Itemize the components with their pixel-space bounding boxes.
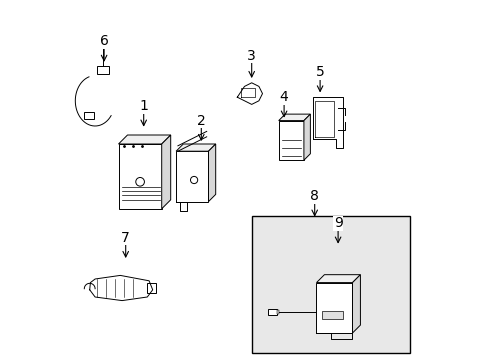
- Text: 1: 1: [139, 99, 148, 113]
- Polygon shape: [176, 151, 208, 202]
- Text: 3: 3: [247, 49, 256, 63]
- Polygon shape: [208, 144, 215, 202]
- Polygon shape: [278, 121, 303, 160]
- Text: 9: 9: [333, 216, 342, 230]
- Polygon shape: [352, 275, 360, 333]
- Text: 7: 7: [121, 231, 130, 244]
- Bar: [147, 283, 156, 293]
- Polygon shape: [316, 275, 360, 283]
- Bar: [251, 216, 409, 353]
- Text: 4: 4: [279, 90, 288, 104]
- Bar: [84, 112, 94, 119]
- Polygon shape: [118, 135, 170, 144]
- Polygon shape: [316, 283, 352, 333]
- Polygon shape: [176, 144, 215, 151]
- Text: 2: 2: [197, 114, 205, 127]
- Polygon shape: [278, 114, 310, 121]
- Bar: [321, 311, 343, 319]
- Bar: [267, 309, 276, 315]
- Text: 6: 6: [100, 35, 108, 48]
- Polygon shape: [303, 114, 310, 160]
- Bar: [97, 66, 109, 74]
- Bar: [276, 310, 278, 314]
- Polygon shape: [118, 144, 162, 209]
- Text: 5: 5: [315, 65, 324, 79]
- Text: 8: 8: [309, 189, 319, 203]
- Polygon shape: [162, 135, 170, 209]
